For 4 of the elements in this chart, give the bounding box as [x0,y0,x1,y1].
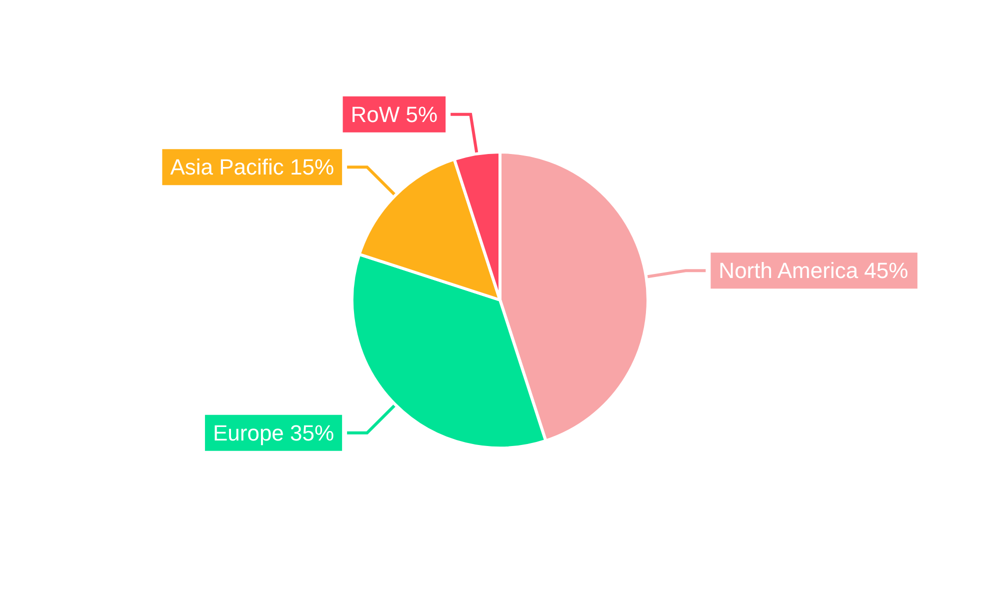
slice-label: Asia Pacific 15% [170,154,334,180]
slice-label: North America 45% [718,258,908,284]
slice-label: RoW 5% [350,102,438,127]
slice-label: Europe 35% [212,420,334,446]
